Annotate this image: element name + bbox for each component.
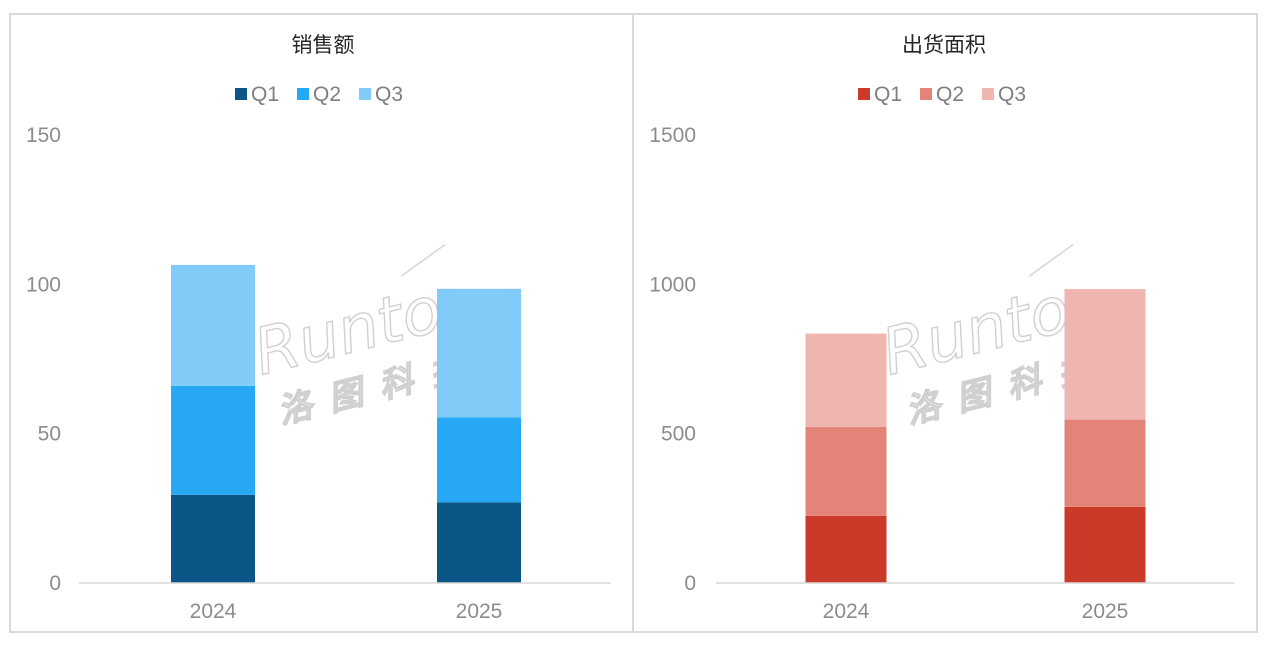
y-tick-label: 150 <box>26 124 61 147</box>
legend-label-q2: Q2 <box>313 83 341 106</box>
legend-swatch-q1 <box>235 88 247 100</box>
y-tick-label: 0 <box>49 572 61 595</box>
legend-swatch-q1 <box>858 88 870 100</box>
legend-label-q2: Q2 <box>936 83 964 106</box>
legend-label-q3: Q3 <box>375 83 403 106</box>
y-tick-label: 1000 <box>649 273 696 296</box>
sales-chart-panel: Runto 洛图科技 销售额 Q1 Q2 Q3 0 50 100 150 2024 2025 <box>9 13 634 633</box>
legend-label-q1: Q1 <box>874 83 902 106</box>
y-tick-label: 1500 <box>649 124 696 147</box>
y-tick-label: 50 <box>38 423 61 446</box>
legend-label-q3: Q3 <box>998 83 1026 106</box>
legend-swatch-q2 <box>920 88 932 100</box>
legend-label-q1: Q1 <box>251 83 279 106</box>
bar-2024-q1 <box>805 515 887 583</box>
shipment-area-chart-panel: Runto 洛图科技 出货面积 Q1 Q2 Q3 0 500 1000 1500 2024 2025 <box>632 13 1258 633</box>
bar-2024-q2 <box>171 385 255 495</box>
bar-2025-q2 <box>1064 419 1146 507</box>
chart-title: 销售额 <box>292 33 355 57</box>
y-tick-label: 500 <box>661 423 696 446</box>
x-tick-label: 2025 <box>456 600 503 623</box>
bar-2025-q3 <box>1064 289 1146 420</box>
bar-2024-q3 <box>805 333 887 427</box>
legend-swatch-q3 <box>982 88 994 100</box>
legend-swatch-q2 <box>297 88 309 100</box>
legend-item-q1: Q1 <box>858 83 902 106</box>
watermark-swoosh <box>400 244 446 277</box>
bar-2025-q3 <box>437 288 521 418</box>
x-tick-label: 2025 <box>1082 600 1129 623</box>
bar-2024-q2 <box>805 426 887 516</box>
bar-2024-q3 <box>171 264 255 386</box>
legend-swatch-q3 <box>359 88 371 100</box>
watermark-swoosh <box>1028 244 1074 277</box>
y-tick-label: 100 <box>26 273 61 296</box>
legend-item-q2: Q2 <box>297 83 341 106</box>
legend-item-q2: Q2 <box>920 83 964 106</box>
x-tick-label: 2024 <box>190 600 237 623</box>
chart-title: 出货面积 <box>902 33 986 57</box>
bar-2024-q1 <box>171 494 255 583</box>
bar-2025-q1 <box>437 502 521 583</box>
y-tick-label: 0 <box>684 572 696 595</box>
legend-item-q3: Q3 <box>982 83 1026 106</box>
bar-2025-q2 <box>437 417 521 503</box>
legend-item-q1: Q1 <box>235 83 279 106</box>
bar-2025-q1 <box>1064 506 1146 583</box>
legend-item-q3: Q3 <box>359 83 403 106</box>
x-tick-label: 2024 <box>823 600 870 623</box>
